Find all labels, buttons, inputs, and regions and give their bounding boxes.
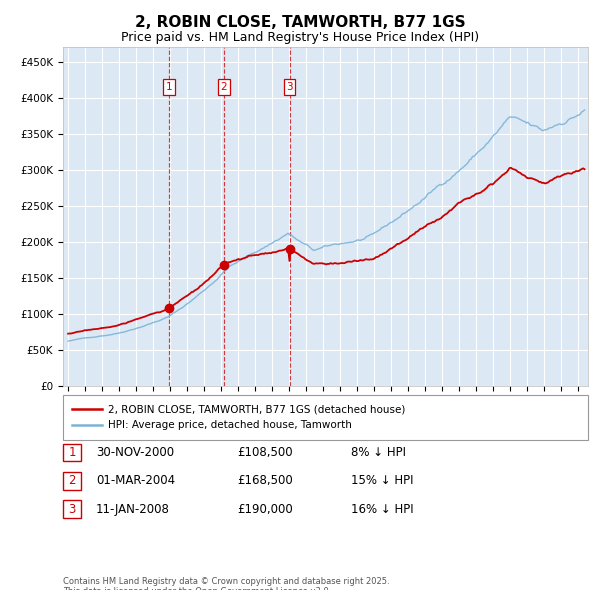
Text: £168,500: £168,500 — [237, 474, 293, 487]
Text: Price paid vs. HM Land Registry's House Price Index (HPI): Price paid vs. HM Land Registry's House … — [121, 31, 479, 44]
Text: 1: 1 — [68, 446, 76, 459]
Text: 01-MAR-2004: 01-MAR-2004 — [96, 474, 175, 487]
Text: 2: 2 — [68, 474, 76, 487]
Text: 16% ↓ HPI: 16% ↓ HPI — [351, 503, 413, 516]
Text: £190,000: £190,000 — [237, 503, 293, 516]
Text: 30-NOV-2000: 30-NOV-2000 — [96, 446, 174, 459]
Text: 3: 3 — [68, 503, 76, 516]
Text: Contains HM Land Registry data © Crown copyright and database right 2025.
This d: Contains HM Land Registry data © Crown c… — [63, 577, 389, 590]
Text: HPI: Average price, detached house, Tamworth: HPI: Average price, detached house, Tamw… — [108, 421, 352, 430]
Text: 2, ROBIN CLOSE, TAMWORTH, B77 1GS: 2, ROBIN CLOSE, TAMWORTH, B77 1GS — [134, 15, 466, 30]
Text: 3: 3 — [286, 82, 293, 92]
Text: 15% ↓ HPI: 15% ↓ HPI — [351, 474, 413, 487]
Text: 2: 2 — [221, 82, 227, 92]
Text: 11-JAN-2008: 11-JAN-2008 — [96, 503, 170, 516]
Text: 1: 1 — [166, 82, 172, 92]
Text: 2, ROBIN CLOSE, TAMWORTH, B77 1GS (detached house): 2, ROBIN CLOSE, TAMWORTH, B77 1GS (detac… — [108, 405, 406, 414]
Text: 8% ↓ HPI: 8% ↓ HPI — [351, 446, 406, 459]
Text: £108,500: £108,500 — [237, 446, 293, 459]
